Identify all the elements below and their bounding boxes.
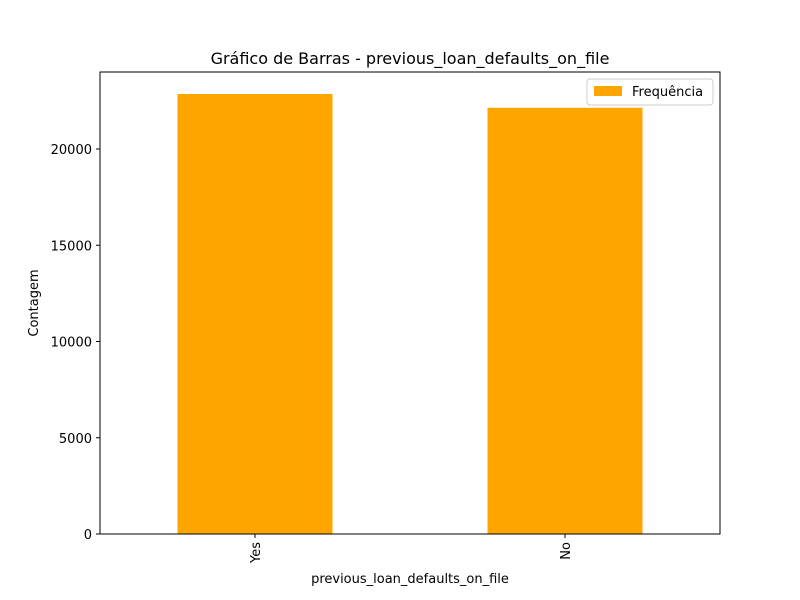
legend: Frequência <box>586 78 714 106</box>
legend-swatch <box>594 86 622 96</box>
y-axis: 0 5000 10000 15000 20000 <box>51 143 100 543</box>
x-tick-label: Yes <box>249 542 264 564</box>
y-tick-label: 20000 <box>51 143 92 158</box>
y-tick-label: 10000 <box>51 336 92 351</box>
bar-no <box>487 107 643 534</box>
y-tick-label: 15000 <box>51 239 92 254</box>
y-tick-label: 5000 <box>59 432 92 447</box>
x-axis-label: previous_loan_defaults_on_file <box>311 572 509 587</box>
chart-title: Gráfico de Barras - previous_loan_defaul… <box>211 49 610 69</box>
bar-yes <box>177 93 333 535</box>
x-tick-label: No <box>559 542 574 560</box>
legend-frame <box>586 78 714 106</box>
plot-frame <box>99 71 721 535</box>
bars-group <box>177 93 643 535</box>
legend-label: Frequência <box>632 85 703 100</box>
x-axis: Yes No <box>249 534 574 564</box>
y-tick-label: 0 <box>84 528 92 543</box>
y-axis-label: Contagem <box>27 269 42 336</box>
